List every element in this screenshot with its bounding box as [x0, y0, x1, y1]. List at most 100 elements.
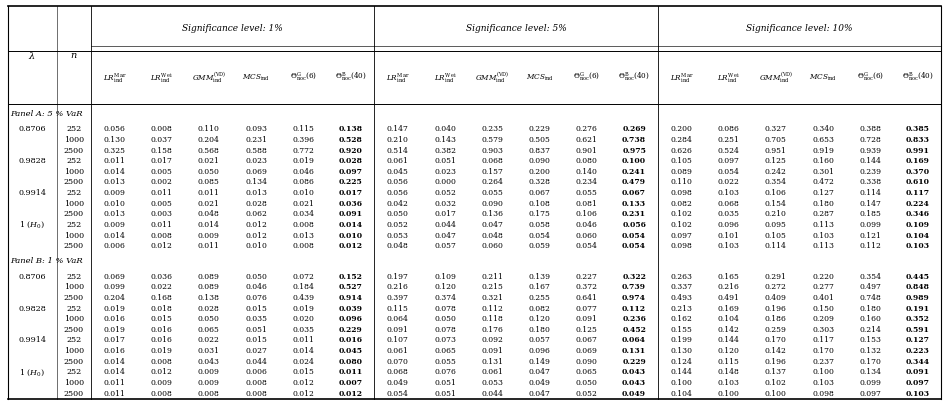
Text: 0.017: 0.017 — [150, 157, 173, 165]
Text: 0.017: 0.017 — [338, 189, 362, 197]
Text: 0.100: 0.100 — [669, 379, 692, 387]
Text: 0.591: 0.591 — [904, 326, 929, 334]
Text: 0.011: 0.011 — [103, 379, 126, 387]
Text: 0.015: 0.015 — [292, 368, 314, 376]
Text: 0.014: 0.014 — [197, 221, 220, 229]
Text: 0.127: 0.127 — [904, 337, 929, 345]
Text: 0.653: 0.653 — [811, 136, 834, 144]
Text: 0.056: 0.056 — [621, 221, 646, 229]
Text: 0.919: 0.919 — [811, 147, 834, 154]
Text: 0.054: 0.054 — [716, 168, 739, 176]
Text: 0.303: 0.303 — [811, 326, 834, 334]
Text: 0.054: 0.054 — [621, 232, 646, 240]
Text: 0.120: 0.120 — [433, 283, 456, 291]
Text: 0.100: 0.100 — [764, 390, 786, 398]
Text: 0.180: 0.180 — [858, 305, 881, 312]
Text: 0.055: 0.055 — [433, 358, 456, 366]
Text: 0.054: 0.054 — [621, 242, 646, 250]
Text: 0.090: 0.090 — [575, 358, 598, 366]
Text: 0.140: 0.140 — [575, 168, 598, 176]
Text: 0.524: 0.524 — [716, 147, 739, 154]
Text: 0.015: 0.015 — [150, 315, 173, 323]
Text: 0.012: 0.012 — [292, 379, 314, 387]
Text: 0.143: 0.143 — [433, 136, 456, 144]
Text: 0.989: 0.989 — [904, 294, 929, 302]
Text: 0.085: 0.085 — [197, 179, 220, 187]
Text: $MCS_{\rm ind}$: $MCS_{\rm ind}$ — [525, 73, 553, 83]
Text: 0.011: 0.011 — [197, 242, 220, 250]
Text: 0.115: 0.115 — [292, 125, 314, 133]
Text: 0.023: 0.023 — [433, 168, 456, 176]
Text: 0.050: 0.050 — [197, 315, 220, 323]
Text: 0.099: 0.099 — [858, 221, 881, 229]
Text: 0.588: 0.588 — [244, 147, 267, 154]
Text: 0.337: 0.337 — [669, 283, 692, 291]
Text: 0.012: 0.012 — [150, 368, 173, 376]
Text: 0.165: 0.165 — [716, 272, 739, 280]
Text: 0.028: 0.028 — [338, 157, 362, 165]
Text: 0.385: 0.385 — [904, 125, 929, 133]
Text: 0.196: 0.196 — [764, 358, 786, 366]
Text: 0.065: 0.065 — [433, 347, 456, 355]
Text: 0.060: 0.060 — [480, 242, 503, 250]
Text: 0.216: 0.216 — [386, 283, 409, 291]
Text: 0.096: 0.096 — [528, 347, 550, 355]
Text: 0.099: 0.099 — [858, 379, 881, 387]
Text: 1000: 1000 — [63, 136, 84, 144]
Text: 0.209: 0.209 — [811, 315, 834, 323]
Text: 0.050: 0.050 — [433, 315, 456, 323]
Text: 1000: 1000 — [63, 347, 84, 355]
Text: 0.091: 0.091 — [575, 315, 598, 323]
Text: 0.284: 0.284 — [669, 136, 692, 144]
Text: 0.052: 0.052 — [386, 221, 409, 229]
Text: 0.011: 0.011 — [103, 390, 126, 398]
Text: 252: 252 — [66, 368, 81, 376]
Text: 0.039: 0.039 — [338, 305, 362, 312]
Text: 0.197: 0.197 — [386, 272, 409, 280]
Text: 0.259: 0.259 — [764, 326, 786, 334]
Text: 0.374: 0.374 — [433, 294, 456, 302]
Text: 0.051: 0.051 — [433, 390, 456, 398]
Text: 0.115: 0.115 — [386, 305, 409, 312]
Text: 0.090: 0.090 — [480, 200, 503, 208]
Text: 0.064: 0.064 — [621, 337, 646, 345]
Text: 0.072: 0.072 — [292, 272, 314, 280]
Text: 0.251: 0.251 — [716, 136, 739, 144]
Text: 0.052: 0.052 — [433, 189, 456, 197]
Text: 0.118: 0.118 — [480, 315, 503, 323]
Text: 0.080: 0.080 — [575, 157, 598, 165]
Text: 0.078: 0.078 — [433, 326, 456, 334]
Text: 0.354: 0.354 — [858, 272, 881, 280]
Text: 0.903: 0.903 — [480, 147, 503, 154]
Text: 0.055: 0.055 — [480, 189, 503, 197]
Text: 0.019: 0.019 — [292, 305, 314, 312]
Text: 0.191: 0.191 — [904, 305, 929, 312]
Text: 0.153: 0.153 — [858, 337, 881, 345]
Text: 0.220: 0.220 — [811, 272, 834, 280]
Text: 0.093: 0.093 — [244, 125, 267, 133]
Text: 0.097: 0.097 — [858, 390, 881, 398]
Text: 0.076: 0.076 — [244, 294, 267, 302]
Text: 0.005: 0.005 — [150, 200, 173, 208]
Text: 0.401: 0.401 — [811, 294, 834, 302]
Text: 0.067: 0.067 — [621, 189, 646, 197]
Text: 0.497: 0.497 — [858, 283, 881, 291]
Text: 0.014: 0.014 — [103, 168, 126, 176]
Text: 0.263: 0.263 — [669, 272, 692, 280]
Text: 0.120: 0.120 — [528, 315, 550, 323]
Text: 0.056: 0.056 — [386, 189, 409, 197]
Text: 0.110: 0.110 — [197, 125, 220, 133]
Text: 0.044: 0.044 — [433, 221, 456, 229]
Text: 0.277: 0.277 — [811, 283, 834, 291]
Text: 0.9828: 0.9828 — [18, 157, 46, 165]
Text: 0.051: 0.051 — [244, 326, 267, 334]
Text: 0.056: 0.056 — [103, 125, 126, 133]
Text: 0.043: 0.043 — [197, 358, 220, 366]
Text: 0.113: 0.113 — [811, 221, 834, 229]
Text: 0.340: 0.340 — [811, 125, 834, 133]
Text: 0.115: 0.115 — [716, 358, 739, 366]
Text: 0.236: 0.236 — [621, 315, 646, 323]
Text: 0.011: 0.011 — [103, 157, 126, 165]
Text: 0.124: 0.124 — [669, 358, 692, 366]
Text: 0.224: 0.224 — [904, 200, 929, 208]
